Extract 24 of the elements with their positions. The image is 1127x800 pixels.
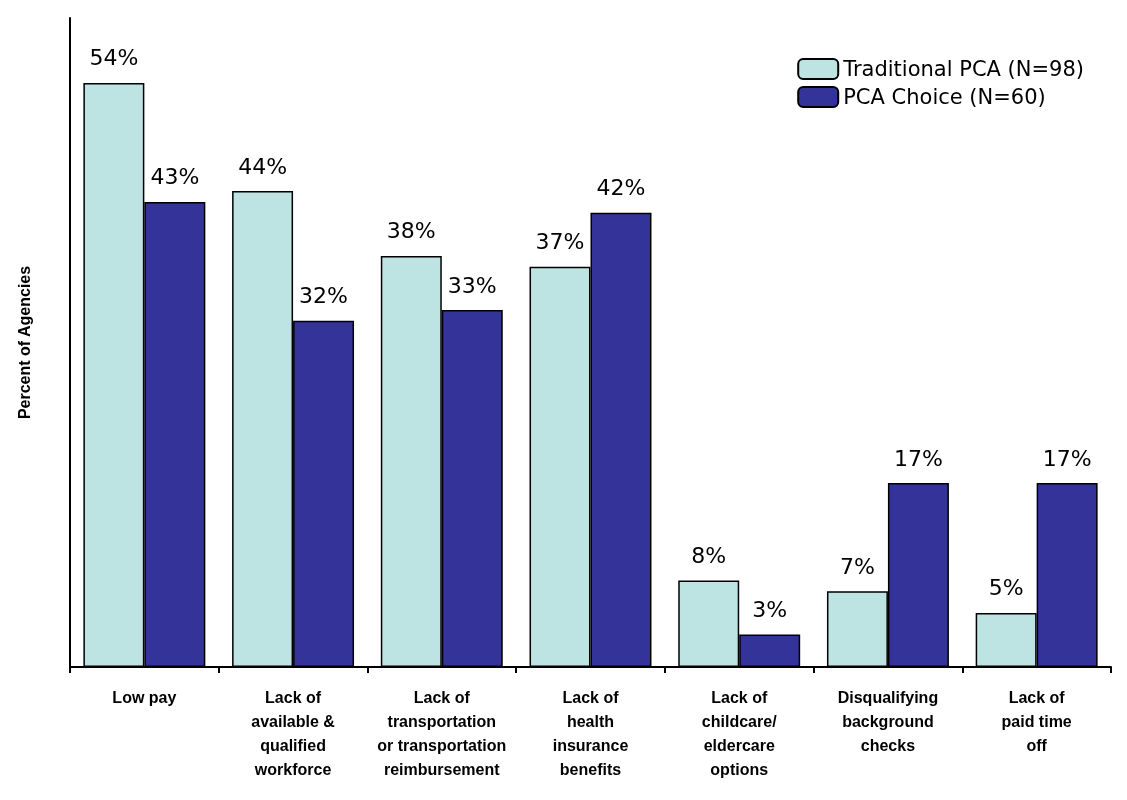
x-tick-label: Low pay (112, 688, 177, 706)
data-label: 7% (839, 553, 875, 579)
x-tick-label: Disqualifying background checks (837, 688, 939, 754)
data-label: 3% (752, 597, 788, 623)
x-tick-label: Lack of childcare/ eldercare options (701, 688, 778, 778)
legend-label: PCA Choice (N=60) (843, 85, 1046, 109)
data-label: 32% (299, 283, 349, 309)
data-label: 44% (238, 153, 288, 179)
data-label: 17% (893, 445, 943, 471)
data-label: 37% (535, 229, 585, 255)
x-tick-label: Lack of available & qualified workforce (251, 688, 336, 778)
y-axis-title: Percent of Agencies (15, 265, 33, 420)
data-label: 38% (386, 218, 436, 244)
data-label: 42% (596, 175, 646, 201)
data-label: 43% (150, 164, 200, 190)
legend-label: Traditional PCA (N=98) (842, 57, 1084, 81)
data-label: 17% (1042, 445, 1092, 471)
data-label: 5% (988, 575, 1024, 601)
data-label: 8% (691, 542, 727, 568)
x-tick-label: Lack of paid time off (1001, 688, 1072, 754)
x-tick-label: Lack of health insurance benefits (552, 688, 629, 778)
x-tick-label: Lack of transportation or transportation reimbursement (377, 688, 507, 778)
data-label: 33% (447, 272, 497, 298)
data-label: 54% (89, 45, 139, 71)
